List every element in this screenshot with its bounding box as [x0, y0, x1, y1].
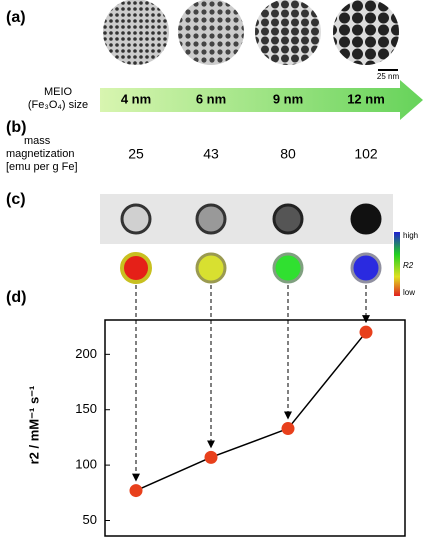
tem-images: [103, 0, 399, 65]
panel-label: (c): [6, 191, 26, 208]
plot-frame: [104, 319, 406, 537]
scale-bar-label: 25 nm: [377, 72, 400, 81]
size-value: 6 nm: [196, 91, 226, 106]
size-arrow: [100, 80, 423, 120]
row-label: [emu per g Fe]: [6, 161, 78, 173]
y-tick-label: 200: [75, 346, 97, 361]
panel-label: (d): [6, 289, 26, 306]
size-label: (Fe₃O₄) size: [28, 99, 88, 111]
colorbar: [394, 232, 400, 296]
y-tick-label: 100: [75, 457, 97, 472]
row-label: magnetization: [6, 148, 75, 160]
size-value: 4 nm: [121, 91, 151, 106]
size-label: MEIO: [44, 86, 73, 98]
panel-label: (b): [6, 119, 26, 136]
colorbar-name: R2: [403, 261, 414, 270]
y-tick-label: 150: [75, 401, 97, 416]
magnetization-value: 80: [280, 146, 296, 162]
mri-phantoms: [120, 203, 382, 284]
point: [129, 484, 143, 498]
magnetization-value: 102: [354, 146, 378, 162]
size-value: 9 nm: [273, 91, 303, 106]
magnetization-value: 43: [203, 146, 219, 162]
colorbar-low: low: [403, 288, 415, 297]
row-label: mass: [24, 135, 51, 147]
line: [135, 331, 367, 492]
point: [204, 450, 218, 464]
magnetization-value: 25: [128, 146, 144, 162]
panel-label: (a): [6, 9, 26, 26]
point: [281, 422, 295, 436]
point: [359, 325, 373, 339]
colorbar-high: high: [403, 231, 418, 240]
size-value: 12 nm: [347, 91, 385, 106]
y-axis-label: r2 / mM⁻¹ s⁻¹: [26, 386, 41, 465]
y-tick-label: 50: [83, 512, 97, 527]
